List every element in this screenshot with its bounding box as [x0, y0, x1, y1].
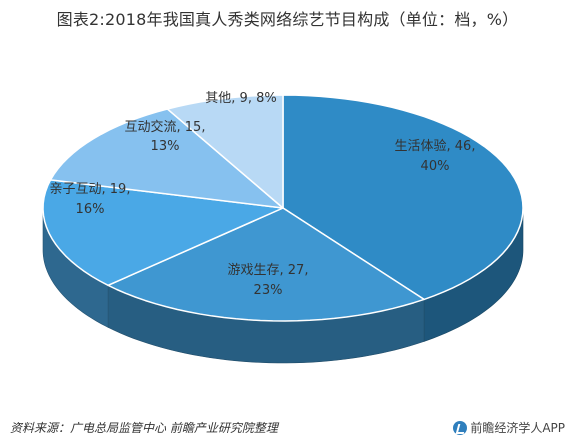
slice-percent-3: 13% — [151, 139, 180, 154]
slice-label-1: 游戏生存, 27, — [228, 263, 309, 278]
chart-title: 图表2:2018年我国真人秀类网络综艺节目构成（单位：档，%） — [56, 10, 519, 29]
slice-percent-0: 40% — [421, 159, 450, 174]
brand-name: 前瞻经济学人APP — [470, 421, 565, 435]
slice-2 — [42, 179, 284, 287]
brand-footer: 前瞻经济学人APP — [453, 419, 565, 436]
slice-label-4: 其他, 9, 8% — [205, 91, 276, 106]
pie-top — [42, 94, 524, 322]
slice-label-3: 互动交流, 15, — [125, 119, 206, 135]
slice-label-0: 生活体验, 46, — [395, 138, 476, 154]
slice-percent-2: 16% — [76, 202, 105, 217]
slice-label-2: 亲子互动, 19, — [50, 182, 131, 197]
slice-percent-1: 23% — [254, 283, 283, 298]
slice-1 — [107, 207, 425, 322]
source-note: 资料来源：广电总局监管中心 前瞻产业研究院整理 — [10, 421, 278, 435]
brand-logo-icon — [453, 421, 468, 435]
slice-3 — [49, 108, 284, 209]
slice-labels: 生活体验, 46, 40% 游戏生存, 27, 23% 亲子互动, 19, 16% 互动交流… — [50, 91, 476, 298]
slice-4 — [166, 94, 284, 209]
slice-0 — [282, 94, 524, 301]
